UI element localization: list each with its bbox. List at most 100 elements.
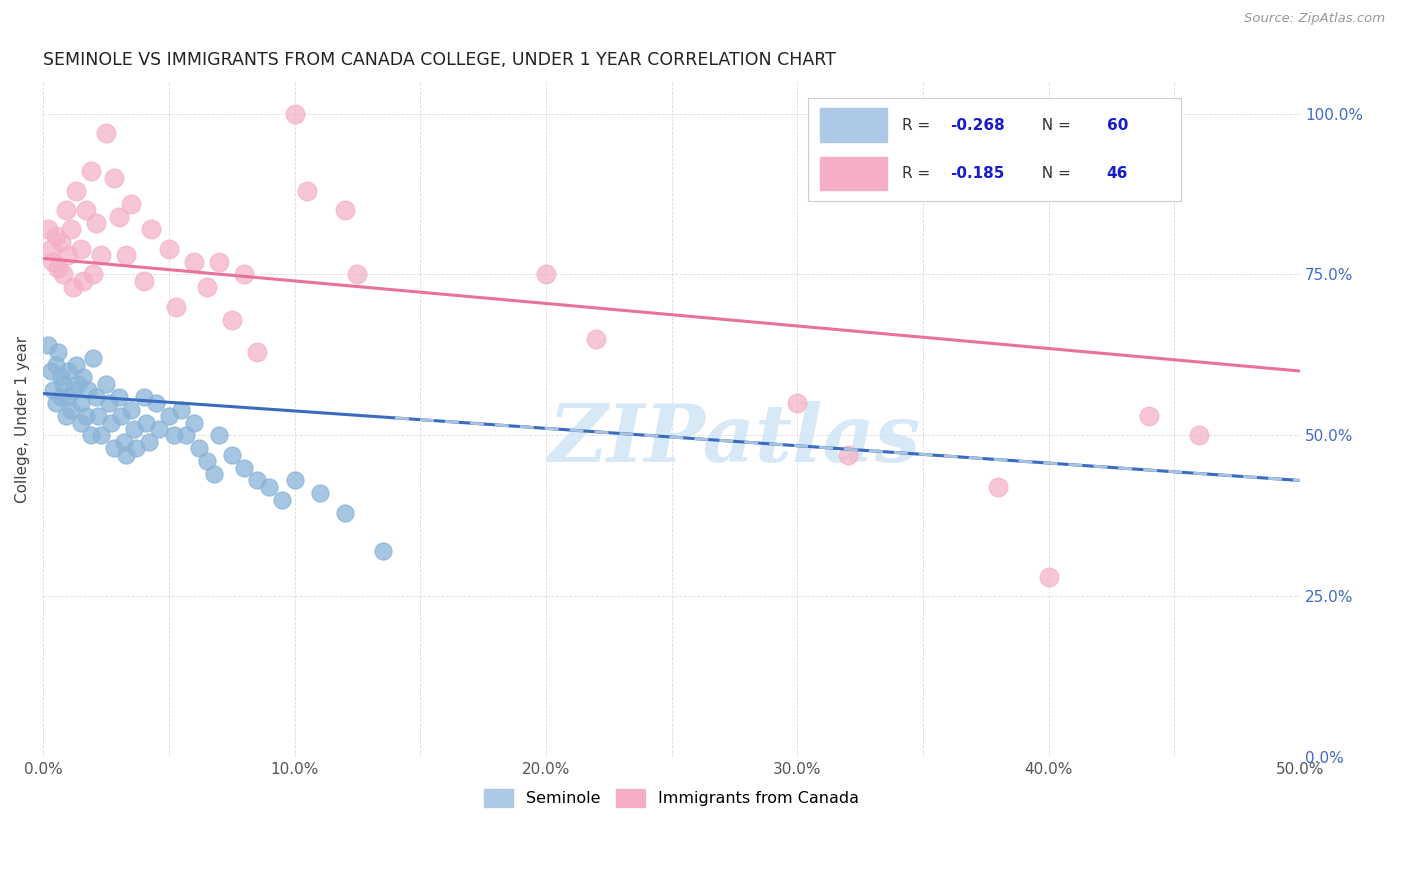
Point <box>165 300 187 314</box>
Point <box>195 280 218 294</box>
Point <box>65 358 87 372</box>
FancyBboxPatch shape <box>808 98 1181 201</box>
Point <box>62 384 84 398</box>
FancyBboxPatch shape <box>820 109 887 142</box>
Point <box>58 364 80 378</box>
Point <box>112 434 135 449</box>
Point <box>107 390 129 404</box>
Text: -0.185: -0.185 <box>950 166 1004 181</box>
Point <box>52 376 75 391</box>
Point <box>308 486 330 500</box>
Y-axis label: College, Under 1 year: College, Under 1 year <box>15 335 30 503</box>
Point <box>135 416 157 430</box>
Point <box>82 268 104 282</box>
Point <box>103 170 125 185</box>
Text: 46: 46 <box>1107 166 1128 181</box>
Point <box>55 409 77 423</box>
Point <box>103 442 125 456</box>
Point <box>837 448 859 462</box>
Point <box>75 203 97 218</box>
Point <box>284 106 307 120</box>
Point <box>42 384 65 398</box>
Point <box>90 248 112 262</box>
Point <box>75 409 97 423</box>
Point <box>42 254 65 268</box>
Point <box>37 338 59 352</box>
Point <box>125 442 148 456</box>
Text: Source: ZipAtlas.com: Source: ZipAtlas.com <box>1244 12 1385 25</box>
Point <box>183 416 205 430</box>
Point <box>195 454 218 468</box>
Point <box>148 422 170 436</box>
Point <box>39 364 62 378</box>
Point <box>1188 428 1211 442</box>
Point <box>72 370 94 384</box>
Point <box>333 203 356 218</box>
Point <box>94 126 117 140</box>
Text: -0.268: -0.268 <box>950 118 1005 133</box>
Point <box>295 184 318 198</box>
Point <box>208 428 231 442</box>
Point <box>94 376 117 391</box>
Point <box>49 235 72 250</box>
Point <box>141 222 163 236</box>
Point <box>59 402 82 417</box>
Point <box>183 254 205 268</box>
Point <box>90 428 112 442</box>
Point <box>987 480 1010 494</box>
Point <box>46 260 69 275</box>
Point <box>110 409 132 423</box>
Point <box>157 242 180 256</box>
Point <box>163 428 186 442</box>
Point <box>58 390 80 404</box>
Point <box>77 384 100 398</box>
Point <box>333 506 356 520</box>
Point <box>65 184 87 198</box>
Point <box>271 492 294 507</box>
Point <box>37 222 59 236</box>
Point <box>534 268 557 282</box>
FancyBboxPatch shape <box>820 157 887 190</box>
Text: N =: N = <box>1032 166 1076 181</box>
Text: R =: R = <box>901 118 935 133</box>
Point <box>786 396 808 410</box>
Point <box>371 544 394 558</box>
Point <box>188 442 211 456</box>
Point <box>49 390 72 404</box>
Point <box>233 268 256 282</box>
Point <box>145 396 167 410</box>
Point <box>70 242 93 256</box>
Point <box>259 480 281 494</box>
Point <box>122 422 145 436</box>
Point <box>70 396 93 410</box>
Point <box>84 216 107 230</box>
Point <box>82 351 104 366</box>
Point <box>46 344 69 359</box>
Point <box>246 344 269 359</box>
Point <box>49 370 72 384</box>
Point <box>221 448 243 462</box>
Point <box>67 376 90 391</box>
Point <box>132 390 155 404</box>
Point <box>585 332 607 346</box>
Point <box>45 396 67 410</box>
Point <box>80 428 103 442</box>
Legend: Seminole, Immigrants from Canada: Seminole, Immigrants from Canada <box>478 782 865 814</box>
Point <box>115 248 138 262</box>
Text: R =: R = <box>901 166 935 181</box>
Point <box>138 434 160 449</box>
Point <box>52 268 75 282</box>
Point <box>1038 570 1060 584</box>
Point <box>170 402 193 417</box>
Point <box>221 312 243 326</box>
Point <box>233 460 256 475</box>
Point <box>157 409 180 423</box>
Text: SEMINOLE VS IMMIGRANTS FROM CANADA COLLEGE, UNDER 1 YEAR CORRELATION CHART: SEMINOLE VS IMMIGRANTS FROM CANADA COLLE… <box>44 51 837 69</box>
Point <box>58 248 80 262</box>
Point <box>202 467 225 481</box>
Point <box>1137 409 1160 423</box>
Point <box>62 280 84 294</box>
Point <box>80 164 103 178</box>
Point <box>208 254 231 268</box>
Point <box>45 228 67 243</box>
